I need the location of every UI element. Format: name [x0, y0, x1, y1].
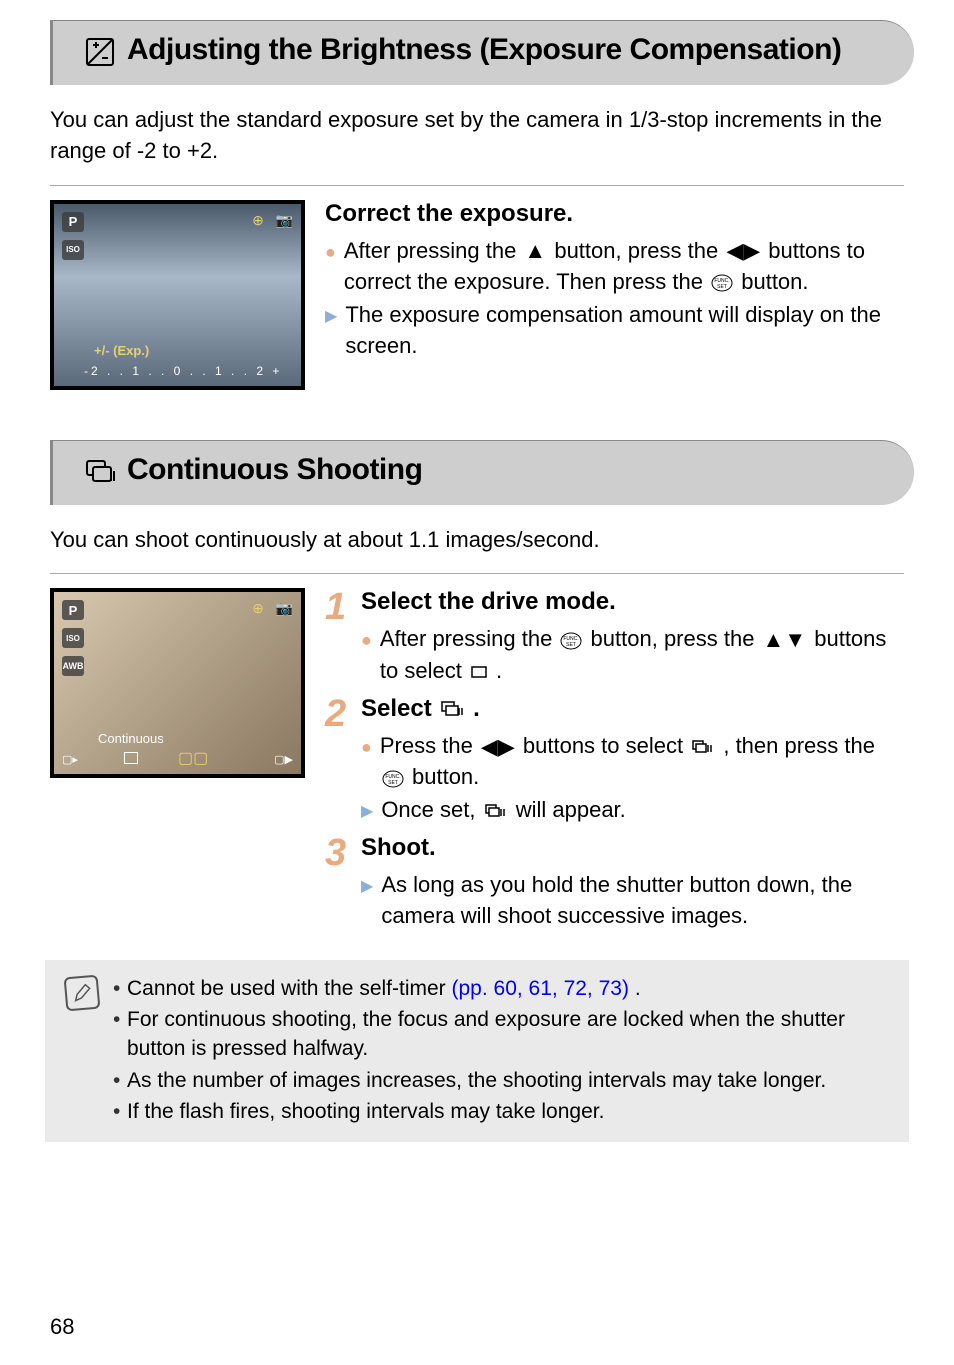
bullet-text: As long as you hold the shutter button d… — [381, 870, 904, 932]
svg-text:SET: SET — [717, 284, 727, 290]
up-down-arrow-icon: ▲▼ — [763, 625, 807, 656]
bullet-icon: ▶ — [361, 876, 373, 898]
left-right-arrow-icon: ◀▶ — [481, 732, 515, 763]
step3: 3 Shoot. ▶ As long as you hold the shutt… — [325, 834, 904, 934]
section2-title: Continuous Shooting — [83, 453, 894, 489]
lcd-iso: ISO — [62, 628, 84, 648]
note-item: If the flash fires, shooting intervals m… — [113, 1097, 889, 1126]
section1-content: P ISO ⊕ 📷 +/- (Exp.) -2 . . 1 . . 0 . . … — [50, 200, 904, 390]
exposure-comp-icon — [83, 35, 117, 69]
bullet-icon: ● — [361, 628, 372, 653]
section1-step-title: Correct the exposure. — [325, 200, 904, 228]
lcd-screenshot-exposure: P ISO ⊕ 📷 +/- (Exp.) -2 . . 1 . . 0 . . … — [50, 200, 305, 390]
svg-text:SET: SET — [388, 780, 398, 786]
step3-title: Shoot. — [361, 834, 904, 862]
section1-steps: Correct the exposure. ● After pressing t… — [325, 200, 904, 364]
bullet-text: Once set, will appear. — [381, 795, 625, 826]
func-set-icon: FUNC.SET — [382, 770, 404, 788]
section2-title-text: Continuous Shooting — [127, 453, 422, 487]
divider — [50, 185, 904, 186]
note-box: Cannot be used with the self-timer (pp. … — [45, 960, 909, 1143]
section2-steps: 1 Select the drive mode. ● After pressin… — [325, 588, 904, 939]
up-arrow-icon: ▲ — [524, 236, 546, 267]
section1-header: Adjusting the Brightness (Exposure Compe… — [50, 20, 914, 85]
section1-title-text: Adjusting the Brightness (Exposure Compe… — [127, 33, 841, 67]
step2: 2 Select . ● Press the ◀▶ buttons to sel… — [325, 695, 904, 828]
step-number: 2 — [325, 699, 351, 828]
step2-title: Select . — [361, 695, 904, 723]
note-item: As the number of images increases, the s… — [113, 1066, 889, 1095]
step3-bullet: ▶ As long as you hold the shutter button… — [361, 870, 904, 932]
section1-bullet1: ● After pressing the ▲ button, press the… — [325, 236, 904, 298]
step2-bullet2: ▶ Once set, will appear. — [361, 795, 904, 826]
section2-intro: You can shoot continuously at about 1.1 … — [50, 525, 904, 556]
lcd-top-right: ⊕ 📷 — [252, 212, 293, 229]
single-shot-icon — [470, 665, 488, 679]
lcd-mode-p: P — [62, 600, 84, 620]
bullet-text: After pressing the ▲ button, press the ◀… — [344, 236, 904, 298]
func-set-icon: FUNC.SET — [711, 274, 733, 292]
step2-bullet1: ● Press the ◀▶ buttons to select , then … — [361, 731, 904, 793]
func-set-icon: FUNC.SET — [560, 632, 582, 650]
section2-content: P ISO AWB ⊕ 📷 Continuous ▢▢ ▢▸ ▢▶ 1 Sele… — [50, 588, 904, 939]
lcd-exp-label: +/- (Exp.) — [94, 343, 149, 358]
note-list: Cannot be used with the self-timer (pp. … — [113, 974, 889, 1129]
divider — [50, 573, 904, 574]
lcd-continuous-label: Continuous — [98, 731, 164, 746]
lcd-exp-bar: -2 . . 1 . . 0 . . 1 . . 2 + — [84, 364, 282, 378]
lcd-drive-options: ▢▢ — [124, 748, 208, 768]
step-number: 1 — [325, 592, 351, 688]
bullet-icon: ● — [361, 735, 372, 760]
step1-bullet: ● After pressing the FUNC.SET button, pr… — [361, 624, 904, 686]
note-item: For continuous shooting, the focus and e… — [113, 1005, 889, 1064]
continuous-icon — [83, 455, 117, 489]
bullet-text: After pressing the FUNC.SET button, pres… — [380, 624, 904, 686]
lcd-left-column: P ISO AWB — [62, 600, 84, 676]
step-number: 3 — [325, 838, 351, 934]
page-number: 68 — [50, 1314, 74, 1340]
bullet-icon: ▶ — [325, 306, 337, 328]
bullet-text: The exposure compensation amount will di… — [345, 300, 904, 362]
section1-bullet2: ▶ The exposure compensation amount will … — [325, 300, 904, 362]
left-right-arrow-icon: ◀▶ — [726, 236, 760, 267]
continuous-icon — [484, 803, 508, 819]
step1: 1 Select the drive mode. ● After pressin… — [325, 588, 904, 688]
section1-intro: You can adjust the standard exposure set… — [50, 105, 904, 167]
section1-title: Adjusting the Brightness (Exposure Compe… — [83, 33, 894, 69]
lcd-awb: AWB — [62, 656, 84, 676]
lcd-drive-indicator: ▢▸ — [62, 753, 78, 766]
lcd-top-right: ⊕ 📷 — [252, 600, 293, 617]
pencil-note-icon — [64, 974, 101, 1011]
section2-header: Continuous Shooting — [50, 440, 914, 505]
lcd-right-bottom: ▢▶ — [274, 753, 293, 766]
bullet-icon: ● — [325, 240, 336, 265]
lcd-screenshot-continuous: P ISO AWB ⊕ 📷 Continuous ▢▢ ▢▸ ▢▶ — [50, 588, 305, 778]
note-item: Cannot be used with the self-timer (pp. … — [113, 974, 889, 1003]
lcd-iso: ISO — [62, 240, 84, 260]
lcd-left-column: P ISO — [62, 212, 84, 260]
continuous-icon — [691, 739, 715, 755]
bullet-text: Press the ◀▶ buttons to select , then pr… — [380, 731, 904, 793]
lcd-mode-p: P — [62, 212, 84, 232]
bullet-icon: ▶ — [361, 801, 373, 823]
page-link[interactable]: (pp. 60, 61, 72, 73) — [452, 977, 629, 1000]
svg-text:SET: SET — [567, 642, 577, 648]
continuous-icon — [440, 700, 464, 718]
step1-title: Select the drive mode. — [361, 588, 904, 616]
